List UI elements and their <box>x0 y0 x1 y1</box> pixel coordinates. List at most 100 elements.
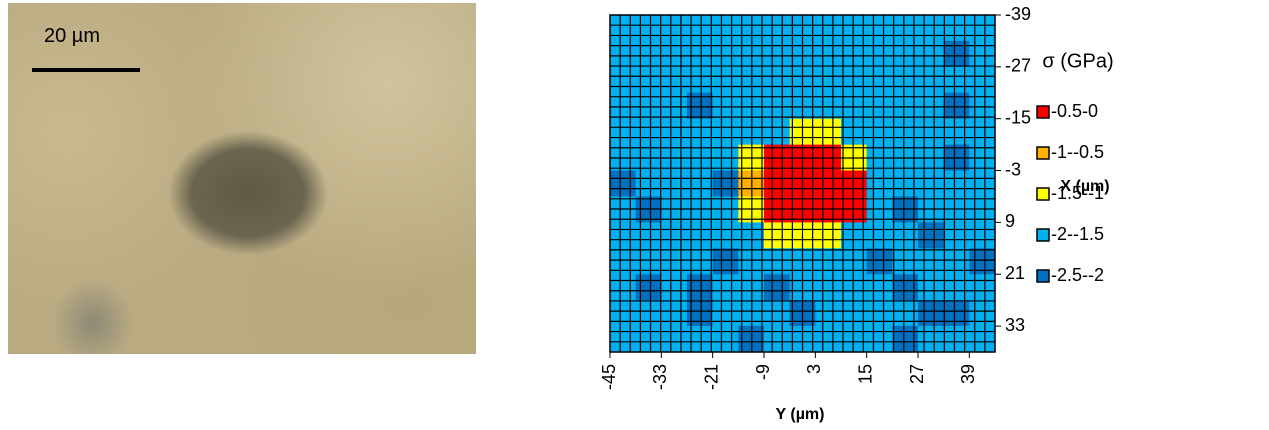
cell <box>866 170 893 197</box>
cell <box>943 326 970 352</box>
cell <box>969 326 995 352</box>
cell <box>866 196 893 223</box>
micrograph: 20 µm <box>8 3 476 354</box>
cell <box>661 326 688 352</box>
cell <box>866 274 893 301</box>
cell <box>918 222 945 249</box>
cell <box>610 40 637 68</box>
cell <box>918 196 945 223</box>
cell <box>866 66 893 94</box>
plot-frame <box>609 14 996 353</box>
cell <box>712 118 739 146</box>
cell <box>712 66 739 94</box>
cell <box>815 170 842 197</box>
cell <box>712 40 739 68</box>
legend-label: -1--0.5 <box>1051 142 1104 162</box>
x-tick-label: 15 <box>855 364 875 384</box>
cell <box>815 222 842 249</box>
x-tick-label: -33 <box>650 364 670 390</box>
y-tick-label: -27 <box>1005 56 1031 76</box>
y-tick-label: 33 <box>1005 315 1025 335</box>
cell <box>635 300 662 327</box>
legend-label: -1.5--1 <box>1051 183 1104 203</box>
legend-label: -2.5--2 <box>1051 265 1104 285</box>
cell <box>661 40 688 68</box>
cell <box>969 222 995 249</box>
cell <box>892 118 919 146</box>
legend-swatch <box>1036 146 1050 160</box>
cell <box>712 222 739 249</box>
y-tick-label: 9 <box>1005 211 1015 231</box>
cell <box>764 274 791 301</box>
cell <box>815 66 842 94</box>
cell <box>918 326 945 352</box>
plot <box>610 15 995 352</box>
cell <box>892 274 919 301</box>
cell <box>892 170 919 197</box>
cell <box>969 170 995 197</box>
cell <box>943 66 970 94</box>
legend-swatch <box>1036 269 1050 283</box>
cell <box>610 196 637 223</box>
cell <box>943 40 970 68</box>
cell <box>712 326 739 352</box>
cell <box>892 15 919 42</box>
cell <box>918 170 945 197</box>
cell <box>661 15 688 42</box>
cell <box>610 326 637 352</box>
cell <box>943 274 970 301</box>
y-tick-label: 21 <box>1005 263 1025 283</box>
scale-bar-label: 20 µm <box>44 25 100 47</box>
cell <box>866 118 893 146</box>
cell <box>661 300 688 327</box>
cell <box>815 274 842 301</box>
x-tick-label: -21 <box>701 364 721 390</box>
x-tick-label: 3 <box>804 364 824 374</box>
cell <box>661 274 688 301</box>
cell <box>610 222 637 249</box>
cell <box>943 196 970 223</box>
cell <box>661 66 688 94</box>
cell <box>764 326 791 352</box>
cell <box>892 66 919 94</box>
cell <box>943 170 970 197</box>
cell <box>815 118 842 146</box>
cell <box>892 326 919 352</box>
cell <box>661 222 688 249</box>
legend-swatch <box>1036 105 1050 119</box>
cell <box>815 40 842 68</box>
x-tick-label: -45 <box>599 364 619 390</box>
legend-title: σ (GPa) <box>1042 50 1113 72</box>
cell <box>943 222 970 249</box>
cell <box>635 274 662 301</box>
cell <box>712 196 739 223</box>
cell <box>635 326 662 352</box>
cell <box>943 15 970 42</box>
y-axis-label: X (µm) <box>1060 178 1109 195</box>
cell <box>969 300 995 327</box>
cell <box>635 170 662 197</box>
cell <box>943 300 970 327</box>
legend-label: -2--1.5 <box>1051 224 1104 244</box>
cell <box>892 40 919 68</box>
cell <box>635 66 662 94</box>
cell <box>943 118 970 146</box>
cell <box>764 170 791 197</box>
cell <box>610 66 637 94</box>
cell <box>610 118 637 146</box>
cell <box>815 15 842 42</box>
cell <box>815 196 842 223</box>
cell <box>969 274 995 301</box>
cell <box>918 66 945 94</box>
x-tick-label: 39 <box>958 364 978 384</box>
legend-swatch <box>1036 187 1050 201</box>
x-tick-label: 27 <box>907 364 927 384</box>
x-tick-label: -9 <box>753 364 773 380</box>
cell <box>635 222 662 249</box>
cell <box>815 300 842 327</box>
cell <box>764 300 791 327</box>
cell <box>712 170 739 197</box>
cell <box>866 15 893 42</box>
